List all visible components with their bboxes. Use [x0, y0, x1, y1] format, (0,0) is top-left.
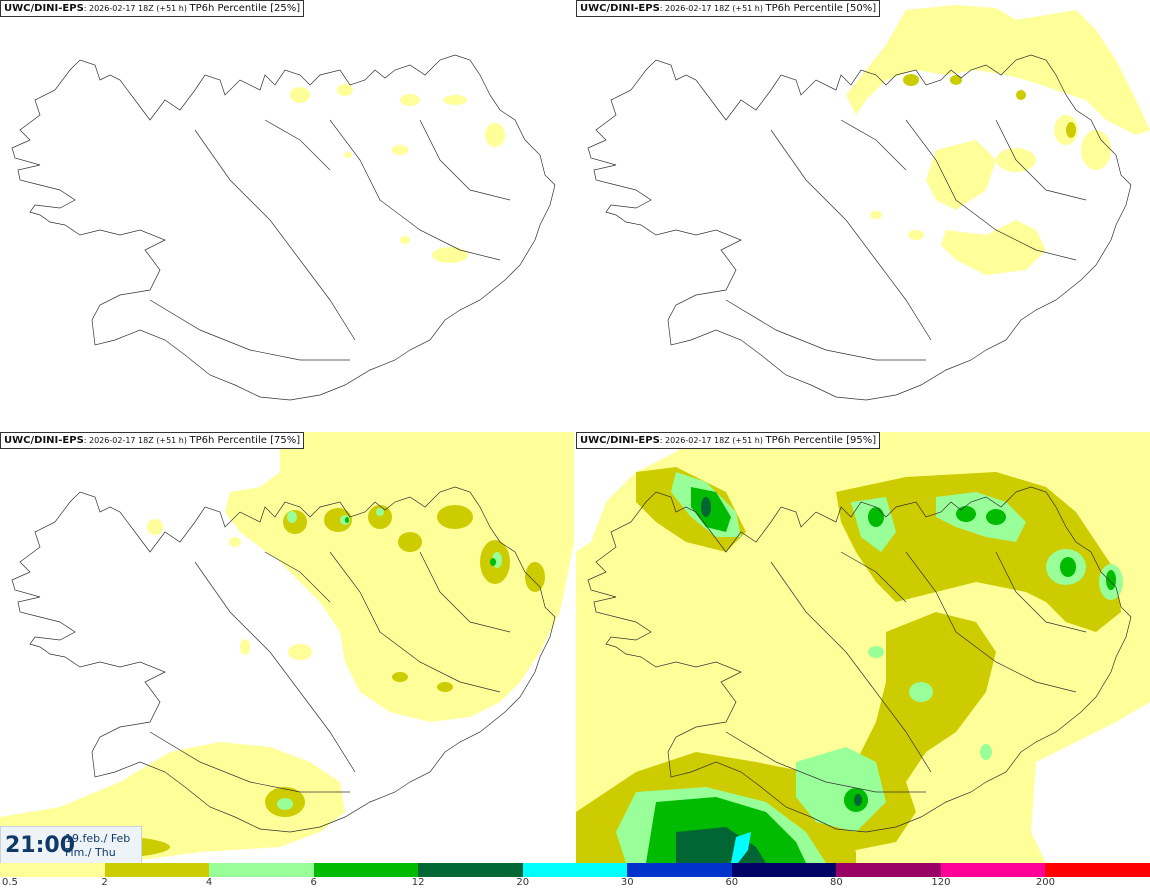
- precip-areas: [846, 5, 1150, 275]
- precip-no-rain: [576, 432, 1150, 863]
- legend-swatch: [209, 863, 314, 877]
- legend-tick-label: 0.5: [2, 877, 18, 888]
- product-name: TP6h Percentile [95%]: [765, 435, 877, 446]
- map-panel-p95: UWC/DINI-EPS: 2026-02-17 18Z (+51 h) TP6…: [576, 432, 1150, 864]
- valid-hour: 21:00: [5, 833, 76, 858]
- product-name: TP6h Percentile [50%]: [765, 3, 877, 14]
- color-legend: [0, 863, 1150, 877]
- iceland-coastline: [11, 486, 556, 833]
- legend-tick-label: 80: [829, 877, 843, 888]
- legend-tick-label: 4: [205, 877, 213, 888]
- model-name: UWC/DINI-EPS: [4, 3, 84, 14]
- legend-tick-label: 20: [516, 877, 530, 888]
- legend-tick-label: 60: [725, 877, 739, 888]
- run-info: : 2026-02-17 18Z (+51 h): [83, 436, 190, 445]
- legend-swatch: [418, 863, 523, 877]
- panel-title: UWC/DINI-EPS: 2026-02-17 18Z (+51 h) TP6…: [0, 432, 305, 449]
- iceland-coastline: [587, 486, 1132, 833]
- model-name: UWC/DINI-EPS: [580, 435, 660, 446]
- valid-time-box: 21:00 19.feb./ Feb Fim./ Thu: [0, 826, 142, 865]
- legend-swatch: [627, 863, 732, 877]
- map-panel-p50: UWC/DINI-EPS: 2026-02-17 18Z (+51 h) TP6…: [576, 0, 1150, 432]
- panel-title: UWC/DINI-EPS: 2026-02-17 18Z (+51 h) TP6…: [576, 432, 881, 449]
- model-name: UWC/DINI-EPS: [4, 435, 84, 446]
- precip-map-p25: [11, 54, 556, 401]
- precip-moderate: [903, 74, 1076, 138]
- map-panel-p25: UWC/DINI-EPS: 2026-02-17 18Z (+51 h) TP6…: [0, 0, 574, 432]
- legend-swatch: [1045, 863, 1150, 877]
- valid-weekday: Fim./ Thu: [65, 846, 116, 859]
- legend-tick-label: 2: [101, 877, 108, 888]
- product-name: TP6h Percentile [25%]: [189, 3, 301, 14]
- panel-title: UWC/DINI-EPS: 2026-02-17 18Z (+51 h) TP6…: [0, 0, 305, 17]
- precip-map-p50: [587, 5, 1150, 401]
- legend-swatch: [836, 863, 941, 877]
- legend-swatch: [313, 863, 419, 877]
- map-panel-p75: UWC/DINI-EPS: 2026-02-17 18Z (+51 h) TP6…: [0, 432, 574, 864]
- iceland-coastline: [11, 54, 556, 401]
- legend-swatch: [522, 863, 628, 877]
- legend-tick-label: 6: [310, 877, 317, 888]
- legend-swatch: [940, 863, 1046, 877]
- precip-map-p95: [576, 432, 1150, 863]
- model-name: UWC/DINI-EPS: [580, 3, 660, 14]
- precip-very-heavy: [345, 517, 496, 566]
- iceland-coastline: [587, 54, 1132, 401]
- precip-areas: [290, 84, 505, 263]
- legend-tick-label: 120: [931, 877, 951, 888]
- legend-tick-label: 12: [411, 877, 425, 888]
- run-info: : 2026-02-17 18Z (+51 h): [83, 4, 190, 13]
- run-info: : 2026-02-17 18Z (+51 h): [659, 436, 766, 445]
- legend-tick-label: 30: [620, 877, 634, 888]
- legend-tick-label: 200: [1035, 877, 1055, 888]
- legend-swatch: [731, 863, 837, 877]
- valid-date: 19.feb./ Feb: [65, 832, 131, 845]
- legend-swatch: [104, 863, 210, 877]
- precip-map-p75: [0, 432, 574, 863]
- legend-swatch: [0, 863, 105, 877]
- panel-title: UWC/DINI-EPS: 2026-02-17 18Z (+51 h) TP6…: [576, 0, 881, 17]
- legend-ticks: 0.5 2 4 6 12 20 30 60 80 120 200: [0, 877, 1150, 891]
- run-info: : 2026-02-17 18Z (+51 h): [659, 4, 766, 13]
- product-name: TP6h Percentile [75%]: [189, 435, 301, 446]
- precip-peak: [731, 832, 751, 863]
